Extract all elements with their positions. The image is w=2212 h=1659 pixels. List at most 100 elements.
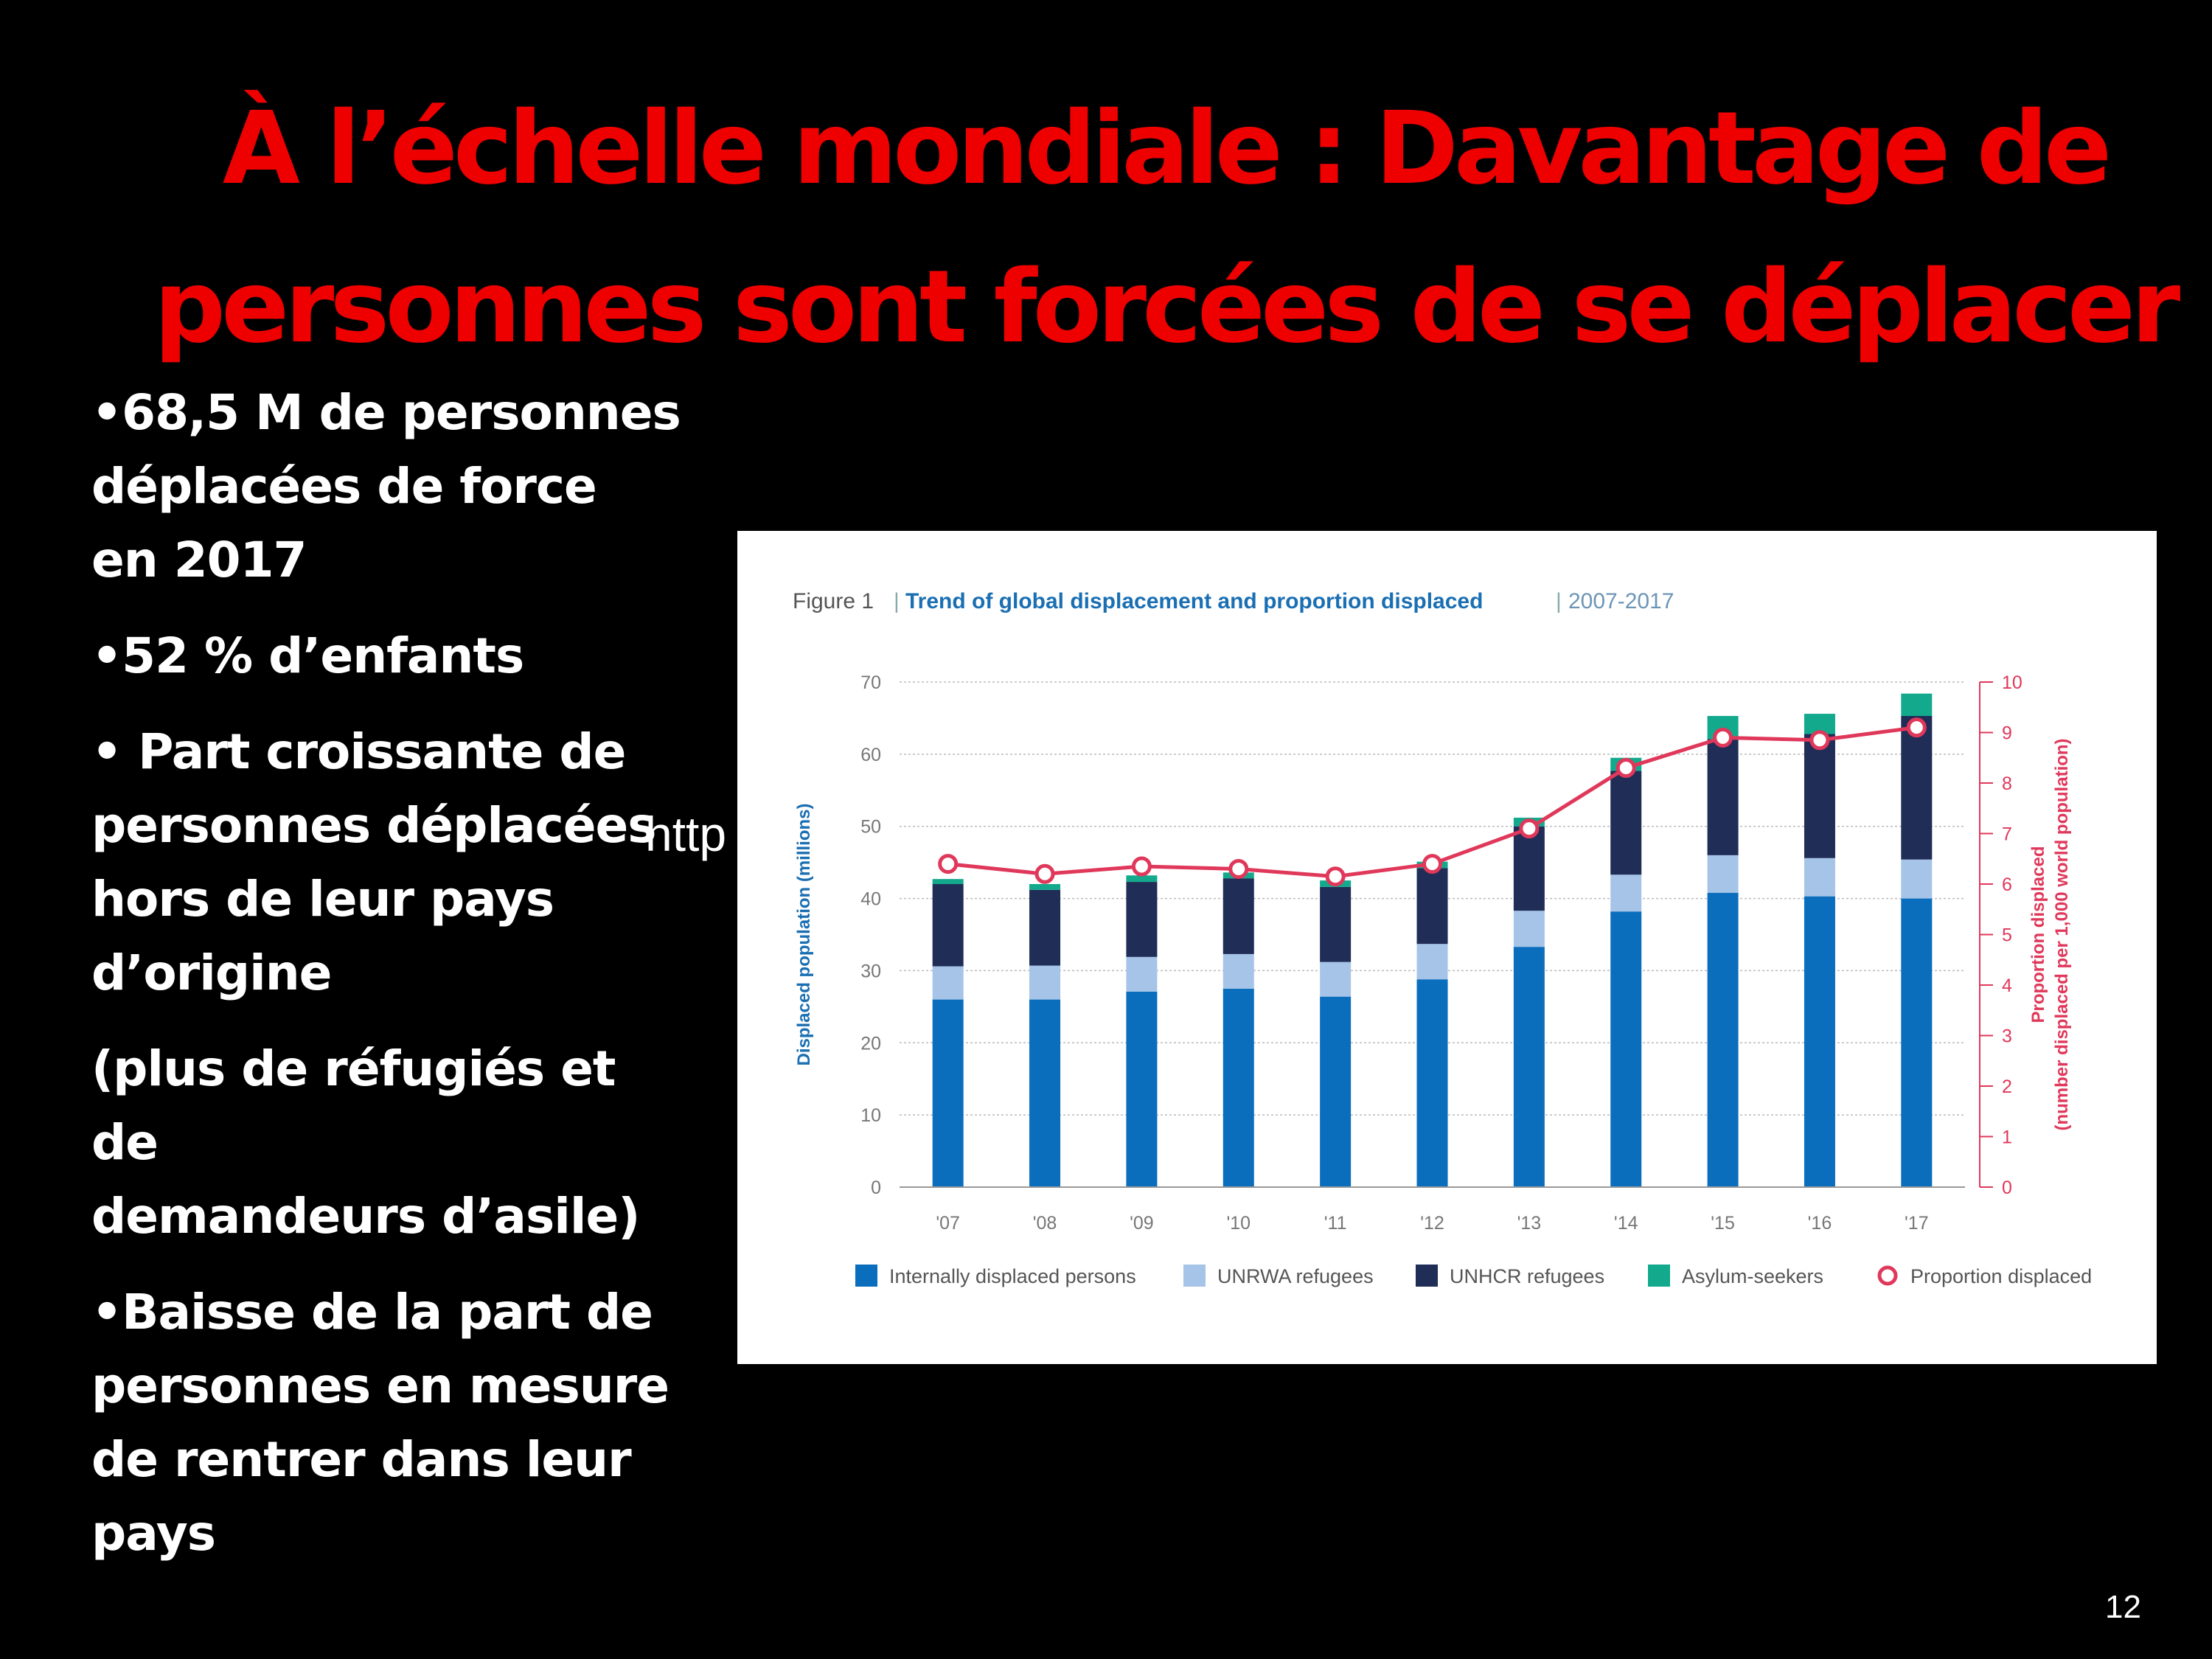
y2-axis-title-line1: Proportion displaced [2028,846,2048,1023]
bullet-item: •Baisse de la part de personnes en mesur… [91,1284,669,1562]
y-tick-label: 60 [860,745,881,765]
y-tick-label: 70 [860,672,881,693]
y2-tick-label: 4 [2002,975,2012,996]
chart-legend: Internally displaced persons UNRWA refuge… [855,1265,2092,1287]
bar-segment [1804,896,1835,1187]
bar-segment [1320,996,1352,1187]
chart-title: Trend of global displacement and proport… [905,589,1483,613]
y-tick-label: 10 [860,1105,881,1126]
proportion-point [1615,757,1636,778]
bar-segment [1222,878,1254,954]
proportion-point [1713,727,1733,748]
y-tick-label: 0 [871,1178,881,1198]
slide-title-line: À l’échelle mondiale : Davantage de [222,91,2112,207]
x-tick-label: '10 [1226,1213,1251,1234]
bar-segment [932,966,964,1000]
bar-segment [1513,826,1545,911]
bar-segment [1126,956,1158,992]
x-tick-label: '15 [1711,1213,1735,1234]
bar-segment [1901,693,1933,716]
bar-segment [1222,988,1254,1187]
bar-segment [1804,734,1835,858]
x-tick-label: '14 [1614,1213,1638,1234]
x-tick-label: '13 [1517,1213,1542,1234]
x-tick-label: '07 [936,1213,960,1234]
bar-series [932,693,1933,1187]
y2-tick-label: 9 [2002,723,2012,744]
bar-segment [1320,961,1352,997]
chart-subtitle: 2007-2017 [1568,589,1674,613]
bar-segment [932,879,964,884]
x-tick-label: '08 [1033,1213,1057,1234]
bullet-item: •68,5 M de personnes déplacées de force … [91,384,681,588]
bar-segment [1610,911,1642,1187]
bar-segment [1126,875,1158,883]
y2-tick-label: 8 [2002,773,2012,794]
legend-label: Asylum-seekers [1682,1265,1823,1287]
proportion-point [1325,866,1346,887]
page-number: 12 [2105,1589,2141,1625]
bar-segment [1901,898,1933,1187]
bar-segment [1707,855,1739,893]
proportion-point [1422,854,1442,874]
bar-segment [1126,991,1158,1187]
y2-tick-label: 6 [2002,874,2012,895]
bar-segment [1029,999,1061,1187]
bar-segment [1416,868,1448,945]
axes: 0 10 20 30 40 50 60 70 0 1 2 3 4 5 6 7 8 9 10 Displaced pop… [794,672,2072,1234]
y-axis-title: Displaced population (millions) [794,803,814,1065]
y-tick-label: 30 [860,961,881,981]
legend-label: Internally displaced persons [889,1265,1136,1287]
proportion-point [1131,856,1152,877]
proportion-point [1906,717,1927,738]
bar-segment [1222,953,1254,989]
bar-segment [932,999,964,1187]
bullet-item: • Part croissante de personnes déplacées… [91,723,657,1001]
y2-tick-label: 10 [2002,672,2023,693]
x-tick-label: '16 [1808,1213,1832,1234]
legend-swatch [1183,1265,1206,1287]
legend-swatch [1648,1265,1670,1287]
url-fragment: http [645,807,727,861]
y2-tick-label: 3 [2002,1026,2012,1047]
bar-segment [1707,739,1739,855]
x-tick-label: '17 [1905,1213,1929,1234]
slide-title: À l’échelle mondiale : Davantage de pers… [0,70,2212,387]
y2-tick-label: 2 [2002,1077,2012,1097]
bar-segment [1901,715,1933,860]
bar-segment [1416,944,1448,980]
legend-label: UNHCR refugees [1450,1265,1604,1287]
bar-segment [1707,892,1739,1187]
y-tick-label: 20 [860,1033,881,1054]
figure-label: Figure 1 [793,589,874,613]
proportion-point [1519,818,1540,839]
title-separator: | [1556,589,1562,613]
bullet-item: •52 % d’enfants [91,627,524,684]
bar-segment [1610,874,1642,912]
bar-segment [1029,889,1061,966]
bar-segment [1513,911,1545,947]
proportion-point [1809,730,1830,751]
chart-figure: Figure 1 | Trend of global displacement … [737,531,2157,1364]
slide-title-line: personnes sont forcées de se déplacer [153,249,2181,366]
legend-swatch [855,1265,877,1287]
y-tick-label: 50 [860,817,881,838]
legend-label: Proportion displaced [1910,1265,2092,1287]
bar-segment [1513,947,1545,1187]
bar-segment [1610,771,1642,875]
bar-segment [1029,884,1061,890]
proportion-point [1034,863,1055,884]
bar-segment [1416,979,1448,1187]
y2-tick-label: 0 [2002,1178,2012,1198]
bar-segment [1901,859,1933,899]
legend-swatch [1416,1265,1438,1287]
bar-segment [1126,882,1158,957]
proportion-line [938,717,1927,887]
x-tick-label: '09 [1130,1213,1154,1234]
y-tick-label: 40 [860,889,881,910]
y2-tick-label: 1 [2002,1127,2012,1148]
bar-segment [1320,886,1352,962]
proportion-point [1228,858,1249,879]
figure-separator: | [894,589,900,613]
legend-swatch [1877,1265,1898,1286]
